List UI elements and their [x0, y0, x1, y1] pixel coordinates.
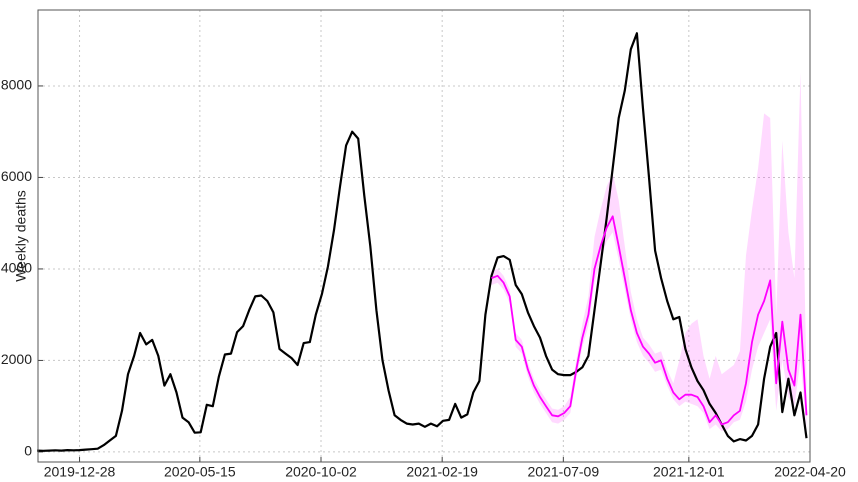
- y-tick-label: 0: [24, 443, 32, 459]
- y-axis-label: Weekly deaths: [13, 190, 29, 282]
- data-line: [491, 215, 808, 426]
- x-tick-label: 2022-04-20: [774, 464, 846, 480]
- uncertainty-band: [491, 72, 807, 432]
- x-tick-label: 2020-05-15: [164, 464, 236, 480]
- plot-frame: [37, 9, 811, 463]
- y-tick-label: 8000: [1, 77, 32, 93]
- x-tick-label: 2021-07-09: [528, 464, 600, 480]
- y-tick-label: 6000: [1, 168, 32, 184]
- y-tick-label: 2000: [1, 351, 32, 367]
- x-tick-label: 2021-12-01: [653, 464, 725, 480]
- data-line: [37, 32, 808, 452]
- y-tick-label: 4000: [1, 260, 32, 276]
- x-tick-label: 2021-02-19: [406, 464, 478, 480]
- x-tick-label: 2020-10-02: [285, 464, 357, 480]
- x-tick-label: 2019-12-28: [44, 464, 116, 480]
